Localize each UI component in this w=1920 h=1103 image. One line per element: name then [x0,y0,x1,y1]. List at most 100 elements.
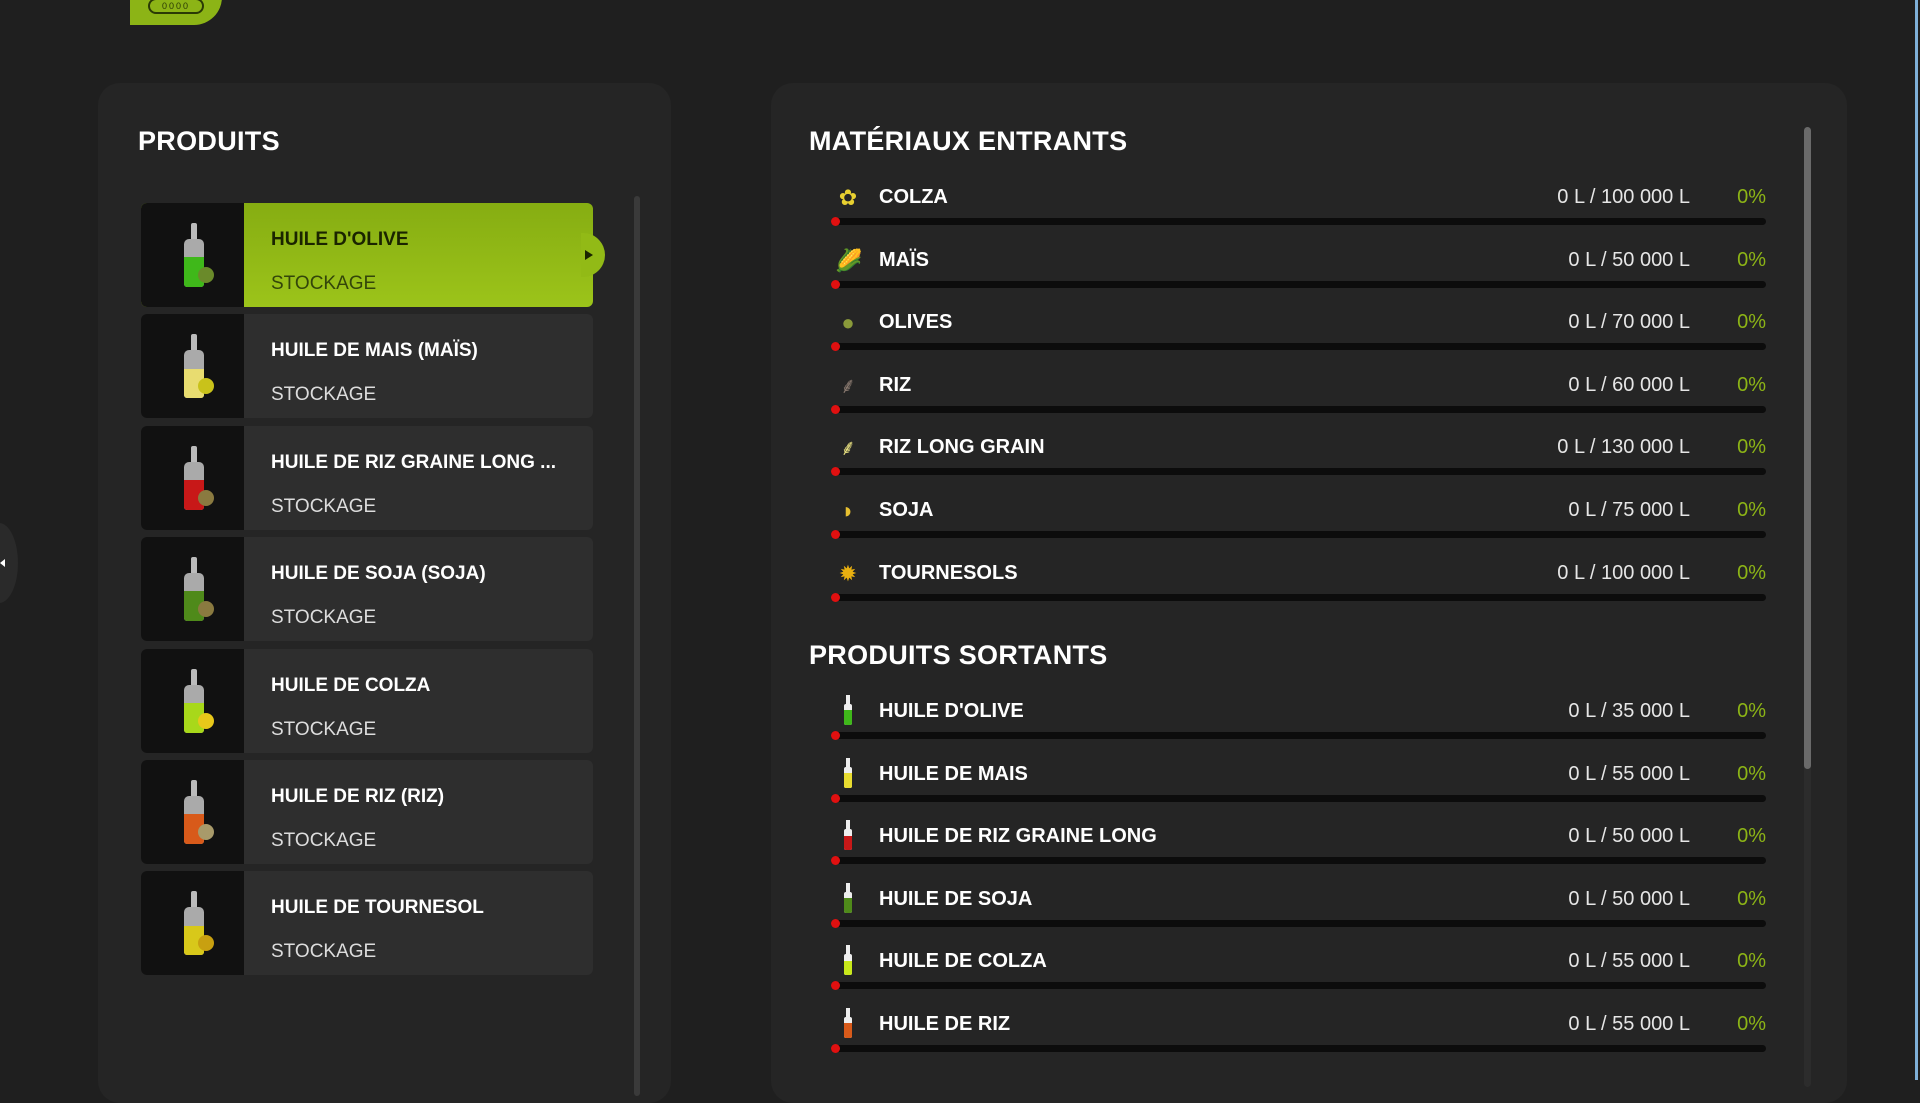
row-amount: 0 L / 55 000 L [1568,762,1690,785]
products-scrollbar[interactable] [634,196,640,1096]
fill-level-bar [831,856,1766,866]
fill-level-marker [831,342,840,352]
product-name: HUILE DE RIZ GRAINE LONG ... [271,451,557,473]
row-label: HUILE DE SOJA [879,887,1033,910]
row-percent: 0% [1737,373,1766,396]
row-percent: 0% [1737,561,1766,584]
oil-bottle-icon [835,757,861,790]
input-material-row: ◗ SOJA 0 L / 75 000 L 0% [831,498,1766,570]
long-grain-rice-icon: ⸙ [839,435,857,461]
fill-level-marker [831,404,840,414]
rapeseed-icon: ✿ [838,185,858,210]
oil-bottle-icon [184,223,214,287]
output-product-row: HUILE DE COLZA 0 L / 55 000 L 0% [831,945,1766,1021]
oil-bottle-icon [835,945,861,977]
oil-bottle-icon [835,820,861,852]
input-material-row: ✿ COLZA 0 L / 100 000 L 0% [831,185,1766,257]
products-title: PRODUITS [138,126,280,156]
product-subtitle: STOCKAGE [271,607,377,629]
fill-level-bar [831,467,1766,477]
details-scrollbar-thumb[interactable] [1804,127,1811,769]
fill-level-bar [831,404,1766,414]
product-thumbnail [141,314,244,419]
row-amount: 0 L / 100 000 L [1557,186,1690,208]
row-amount: 0 L / 50 000 L [1568,887,1690,910]
row-label: HUILE DE RIZ [879,1013,1011,1035]
soybean-icon: ◗ [841,498,855,523]
row-percent: 0% [1737,1013,1766,1035]
product-item[interactable]: HUILE D'OLIVE STOCKAGE [141,203,605,307]
row-percent: 0% [1737,436,1766,459]
fill-level-bar [831,1044,1766,1053]
app-logo[interactable]: 0000 [130,0,222,25]
product-item[interactable]: HUILE DE SOJA (SOJA) STOCKAGE [141,537,593,642]
product-item[interactable]: HUILE DE RIZ (RIZ) STOCKAGE [141,760,593,864]
product-item[interactable]: HUILE DE RIZ GRAINE LONG ... STOCKAGE [141,425,593,530]
fill-level-marker [831,1044,840,1053]
product-name: HUILE DE MAIS (MAÏS) [271,340,478,362]
inputs-title: MATÉRIAUX ENTRANTS [809,126,1128,156]
product-subtitle: STOCKAGE [271,718,377,740]
row-label: MAÏS [879,248,929,271]
fill-level-marker [831,918,840,928]
oil-bottle-icon [184,780,214,844]
input-material-row: ● OLIVES 0 L / 70 000 L 0% [831,310,1766,382]
fill-level-bar [831,217,1766,226]
oil-bottle-icon [184,557,214,622]
play-arrow-icon [585,250,593,260]
row-percent: 0% [1737,499,1766,521]
product-item[interactable]: HUILE DE MAIS (MAÏS) STOCKAGE [141,314,593,419]
row-percent: 0% [1737,825,1766,848]
product-thumbnail [141,537,244,642]
fill-level-bar [831,279,1766,289]
product-item[interactable]: HUILE DE TOURNESOL STOCKAGE [141,871,593,976]
oil-bottle-icon [835,695,861,727]
row-amount: 0 L / 100 000 L [1557,561,1690,584]
row-percent: 0% [1737,311,1766,334]
row-amount: 0 L / 35 000 L [1568,700,1690,722]
fill-level-bar [831,918,1766,928]
fill-level-marker [831,279,840,289]
input-material-row: 🌽 MAÏS 0 L / 50 000 L 0% [831,248,1766,320]
row-amount: 0 L / 50 000 L [1568,248,1690,271]
row-amount: 0 L / 130 000 L [1557,436,1690,459]
fill-level-marker [831,981,840,991]
oil-bottle-icon [184,445,214,510]
row-percent: 0% [1737,700,1766,722]
product-subtitle: STOCKAGE [271,495,377,517]
conveyor-icon: 0000 [148,0,204,14]
product-item[interactable]: HUILE DE COLZA STOCKAGE [141,648,593,753]
row-amount: 0 L / 60 000 L [1568,373,1690,396]
row-label: HUILE DE MAIS [879,762,1028,785]
product-thumbnail [141,203,244,307]
product-name: HUILE DE RIZ (RIZ) [271,786,445,807]
row-percent: 0% [1737,887,1766,910]
sunflower-icon: ✹ [838,560,858,586]
fill-level-bar [831,981,1766,991]
row-amount: 0 L / 75 000 L [1568,499,1690,521]
fill-level-bar [831,530,1766,539]
product-thumbnail [141,425,244,530]
product-subtitle: STOCKAGE [271,273,377,294]
fill-level-bar [831,592,1766,602]
oil-bottle-icon [184,891,214,956]
fill-level-marker [831,467,840,477]
row-percent: 0% [1737,762,1766,785]
product-name: HUILE DE TOURNESOL [271,897,484,919]
input-material-row: ⸙ RIZ LONG GRAIN 0 L / 130 000 L 0% [831,435,1766,507]
fill-level-marker [831,217,840,226]
product-subtitle: STOCKAGE [271,830,377,851]
fill-level-marker [831,793,840,803]
row-label: TOURNESOLS [879,561,1018,584]
input-material-row: ✹ TOURNESOLS 0 L / 100 000 L 0% [831,561,1766,633]
row-label: OLIVES [879,311,953,334]
row-percent: 0% [1737,248,1766,271]
row-label: COLZA [879,186,948,208]
oil-bottle-icon [835,1008,861,1040]
row-amount: 0 L / 70 000 L [1568,311,1690,334]
output-product-row: HUILE DE RIZ GRAINE LONG 0 L / 50 000 L … [831,820,1766,896]
olives-icon: ● [841,310,855,336]
side-menu-toggle[interactable] [0,523,18,603]
product-subtitle: STOCKAGE [271,384,377,406]
fill-level-marker [831,731,840,740]
